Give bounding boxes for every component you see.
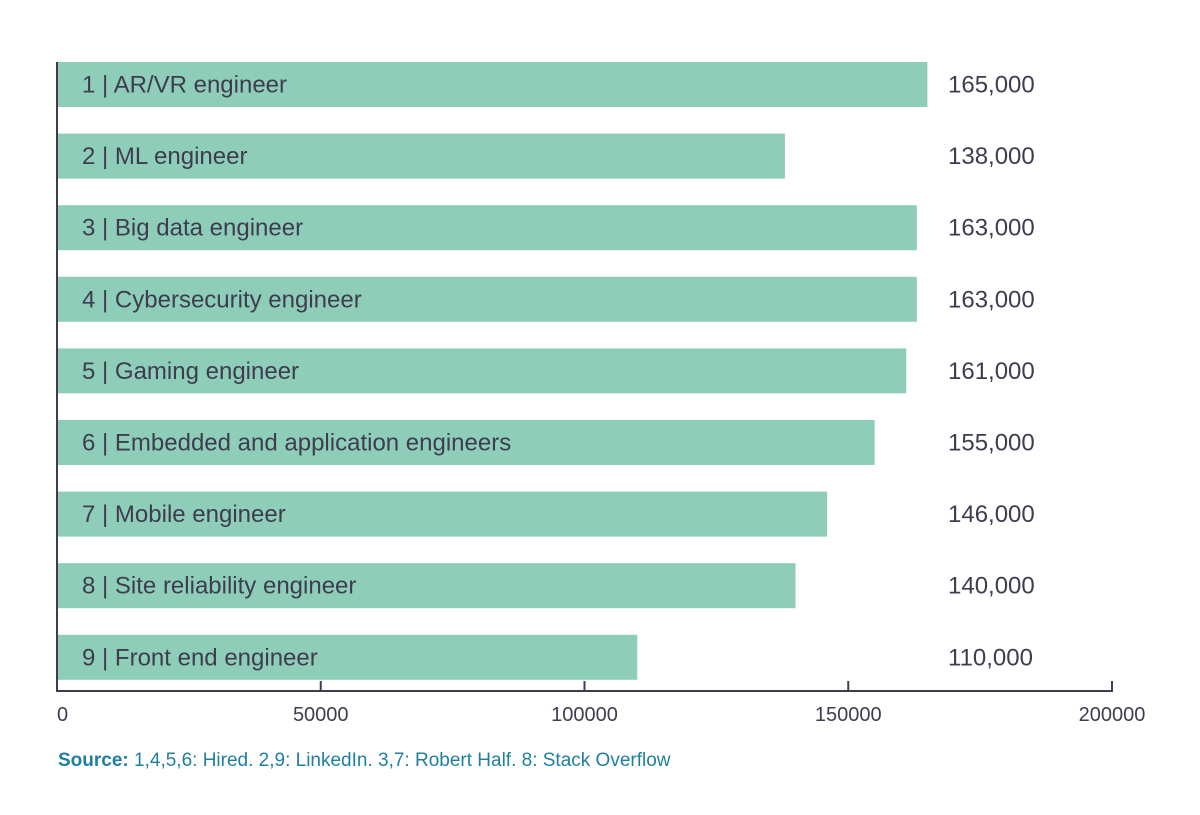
value-label: 161,000 — [948, 358, 1035, 385]
source-text: 1,4,5,6: Hired. 2,9: LinkedIn. 3,7: Robe… — [128, 750, 671, 771]
bar — [57, 491, 828, 537]
x-tick-label: 200000 — [1079, 704, 1146, 726]
bar — [57, 348, 907, 394]
bar — [57, 420, 875, 465]
category-label: 9 | Front end engineer — [82, 644, 318, 671]
value-label: 163,000 — [948, 286, 1035, 313]
value-label: 163,000 — [948, 215, 1035, 242]
bar — [57, 205, 917, 251]
category-label: 4 | Cybersecurity engineer — [82, 286, 362, 313]
bar — [57, 634, 638, 680]
category-label: 1 | AR/VR engineer — [82, 72, 287, 99]
bar — [57, 133, 785, 179]
source-label: Source: — [58, 750, 129, 771]
value-label: 138,000 — [948, 143, 1035, 170]
category-label: 8 | Site reliability engineer — [82, 573, 356, 600]
bar — [57, 62, 928, 107]
value-label: 165,000 — [948, 72, 1035, 99]
value-label: 146,000 — [948, 501, 1035, 528]
category-label: 7 | Mobile engineer — [82, 501, 286, 528]
value-label: 155,000 — [948, 430, 1035, 457]
x-tick-label: 150000 — [815, 704, 882, 726]
x-tick-label: 100000 — [551, 704, 618, 726]
x-tick-label: 50000 — [293, 704, 349, 726]
source-note: Source: 1,4,5,6: Hired. 2,9: LinkedIn. 3… — [58, 750, 671, 772]
category-label: 3 | Big data engineer — [82, 215, 303, 242]
category-label: 6 | Embedded and application engineers — [82, 430, 511, 457]
category-label: 2 | ML engineer — [82, 143, 247, 170]
value-label: 140,000 — [948, 573, 1035, 600]
bar — [57, 563, 796, 609]
x-tick-label: 0 — [57, 704, 68, 726]
bar — [57, 276, 917, 322]
category-label: 5 | Gaming engineer — [82, 358, 299, 385]
value-label: 110,000 — [948, 644, 1033, 671]
